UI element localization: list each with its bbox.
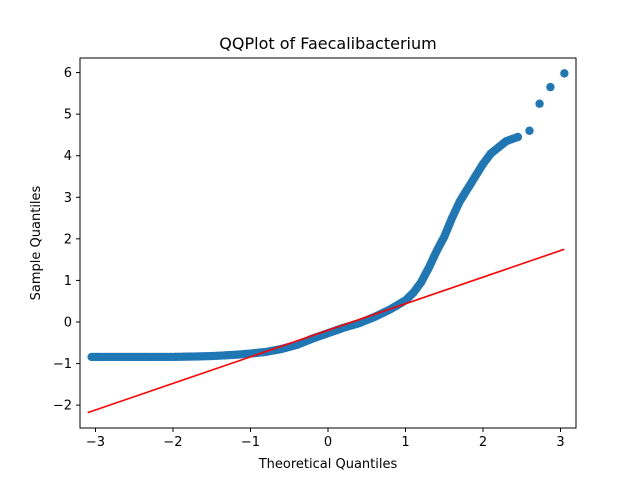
chart-title: QQPlot of Faecalibacterium: [219, 34, 436, 53]
y-tick-label: 1: [64, 274, 72, 289]
x-tick-label: 0: [324, 435, 332, 450]
data-point: [560, 69, 569, 78]
x-tick-label: −3: [86, 435, 105, 450]
y-tick-label: 2: [64, 232, 72, 247]
x-axis-ticks: −3 −2 −1 0 1 2 3: [86, 428, 565, 450]
x-tick-label: 3: [556, 435, 564, 450]
data-point: [513, 132, 523, 142]
reference-line: [87, 248, 565, 414]
x-tick-label: 2: [479, 435, 487, 450]
y-tick-label: −1: [53, 357, 72, 372]
y-tick-label: −2: [53, 399, 72, 414]
x-tick-label: −1: [241, 435, 260, 450]
y-axis-label: Sample Quantiles: [29, 185, 44, 300]
axes-frame: [79, 57, 577, 429]
reference-line-group: [87, 248, 565, 414]
data-point: [525, 126, 534, 135]
y-axis-ticks: −2 −1 0 1 2 3 4 5 6: [53, 66, 80, 414]
y-tick-label: 5: [64, 108, 72, 123]
x-tick-label: −2: [163, 435, 182, 450]
y-tick-label: 0: [64, 315, 72, 330]
x-tick-label: 1: [401, 435, 409, 450]
y-tick-label: 3: [64, 191, 72, 206]
y-tick-label: 6: [64, 66, 72, 81]
data-point: [535, 99, 544, 108]
x-axis-label: Theoretical Quantiles: [258, 457, 398, 472]
data-points-group: [87, 69, 569, 362]
y-tick-label: 4: [64, 149, 72, 164]
data-point: [546, 82, 555, 92]
